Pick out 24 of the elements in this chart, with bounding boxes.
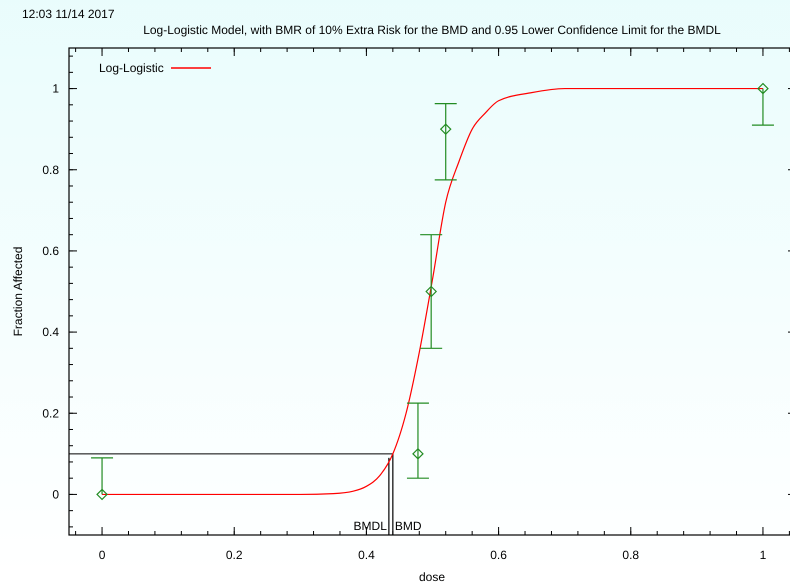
- point: [96, 488, 108, 500]
- y-tick-label: 1: [52, 82, 60, 96]
- point: [412, 448, 424, 460]
- point: [426, 286, 437, 298]
- ref-line-label: BMD: [394, 519, 422, 533]
- x-axis-title: dose: [418, 570, 446, 584]
- chart-title: Log-Logistic Model, with BMR of 10% Extra Risk for the BMD and 0.95 Lower Confidence Limit for the BMDL: [143, 23, 722, 37]
- x-tick-label: 0: [98, 548, 106, 562]
- y-tick-label: 0.6: [42, 244, 60, 258]
- x-tick-label: 0.4: [358, 548, 376, 562]
- y-axis-title: Fraction Affected: [11, 246, 25, 336]
- y-tick-label: 0.4: [42, 325, 60, 340]
- y-tick-label: 0.2: [42, 406, 60, 420]
- legend-label: Log-Logistic: [99, 61, 164, 75]
- ref-line-label: BMDL: [354, 519, 388, 533]
- x-tick-label: 0.8: [622, 548, 640, 562]
- y-tick-label: 0: [52, 487, 60, 502]
- x-tick-label: 0.6: [490, 548, 508, 562]
- x-tick-label: 0.2: [226, 548, 243, 562]
- point: [440, 124, 452, 135]
- y-tick-label: 0.8: [42, 162, 60, 177]
- point: [757, 82, 769, 94]
- text: 12:03 11/14 2017: [22, 7, 115, 21]
- x-tick-label: 1: [760, 548, 767, 562]
